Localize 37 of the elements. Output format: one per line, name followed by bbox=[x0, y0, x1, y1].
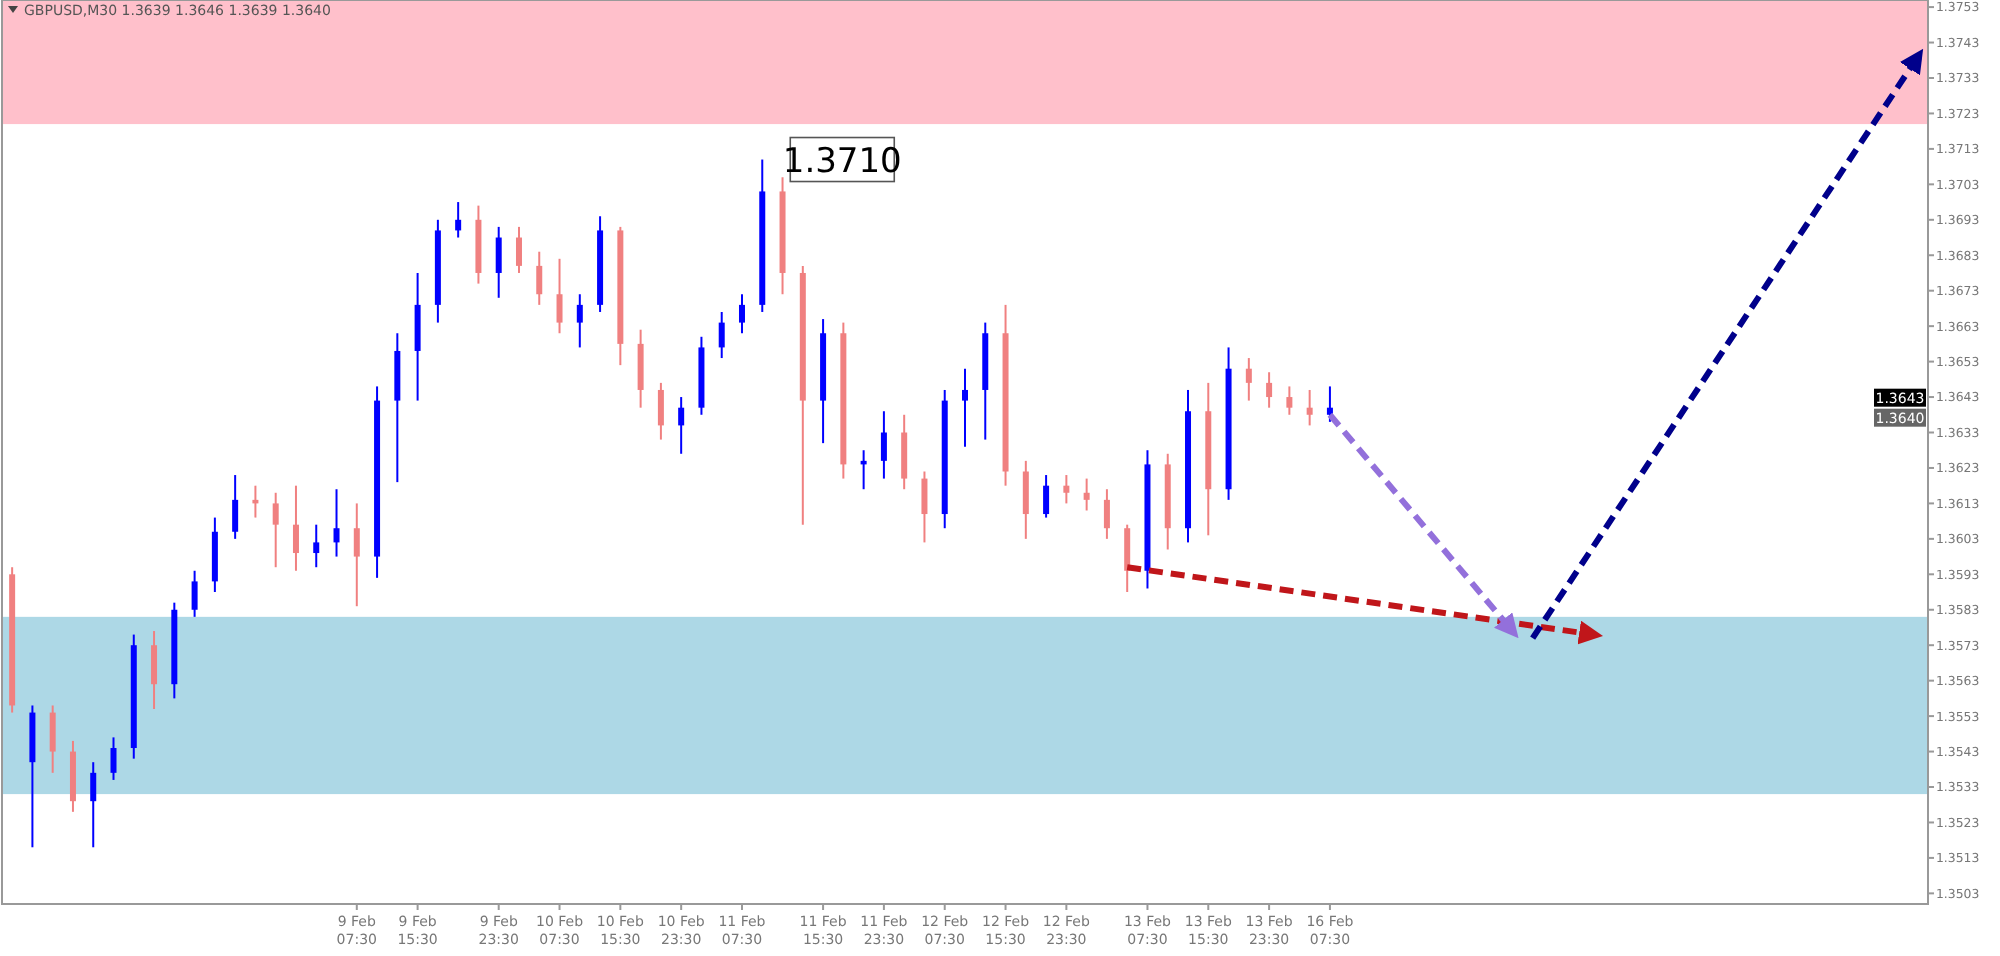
candlestick bbox=[637, 328, 644, 409]
candlestick bbox=[901, 413, 908, 491]
candlestick bbox=[880, 410, 887, 480]
candlestick bbox=[313, 523, 320, 569]
candlestick bbox=[495, 225, 502, 299]
candlestick bbox=[232, 474, 239, 540]
candlestick bbox=[1103, 488, 1110, 540]
candlestick bbox=[1063, 474, 1070, 505]
candlestick bbox=[272, 491, 279, 569]
candlestick bbox=[1043, 474, 1050, 519]
candlestick bbox=[49, 704, 56, 774]
candlestick bbox=[1266, 371, 1273, 409]
candlestick bbox=[738, 293, 745, 335]
candlestick bbox=[576, 293, 583, 349]
candlestick bbox=[191, 569, 198, 618]
candlestick bbox=[962, 367, 968, 448]
candlestick bbox=[1306, 388, 1313, 427]
candlestick bbox=[90, 761, 97, 849]
candlestick bbox=[151, 630, 158, 711]
candlestick bbox=[718, 310, 725, 360]
candlestick bbox=[353, 502, 360, 608]
candlestick bbox=[1286, 385, 1293, 416]
candlestick bbox=[1124, 523, 1131, 594]
candlestick bbox=[657, 381, 664, 441]
candlestick bbox=[515, 225, 522, 274]
candlestick bbox=[455, 201, 462, 239]
candlestick bbox=[921, 470, 928, 544]
candlestick bbox=[678, 396, 685, 455]
candlestick bbox=[1022, 459, 1029, 540]
candlestick bbox=[414, 271, 421, 402]
candlestick bbox=[333, 488, 340, 558]
candlestick bbox=[292, 484, 299, 572]
candlestick bbox=[110, 736, 117, 781]
candlestick bbox=[1083, 477, 1090, 512]
candlestick bbox=[536, 250, 543, 306]
candlestick bbox=[1245, 357, 1252, 402]
candlestick bbox=[556, 257, 563, 335]
